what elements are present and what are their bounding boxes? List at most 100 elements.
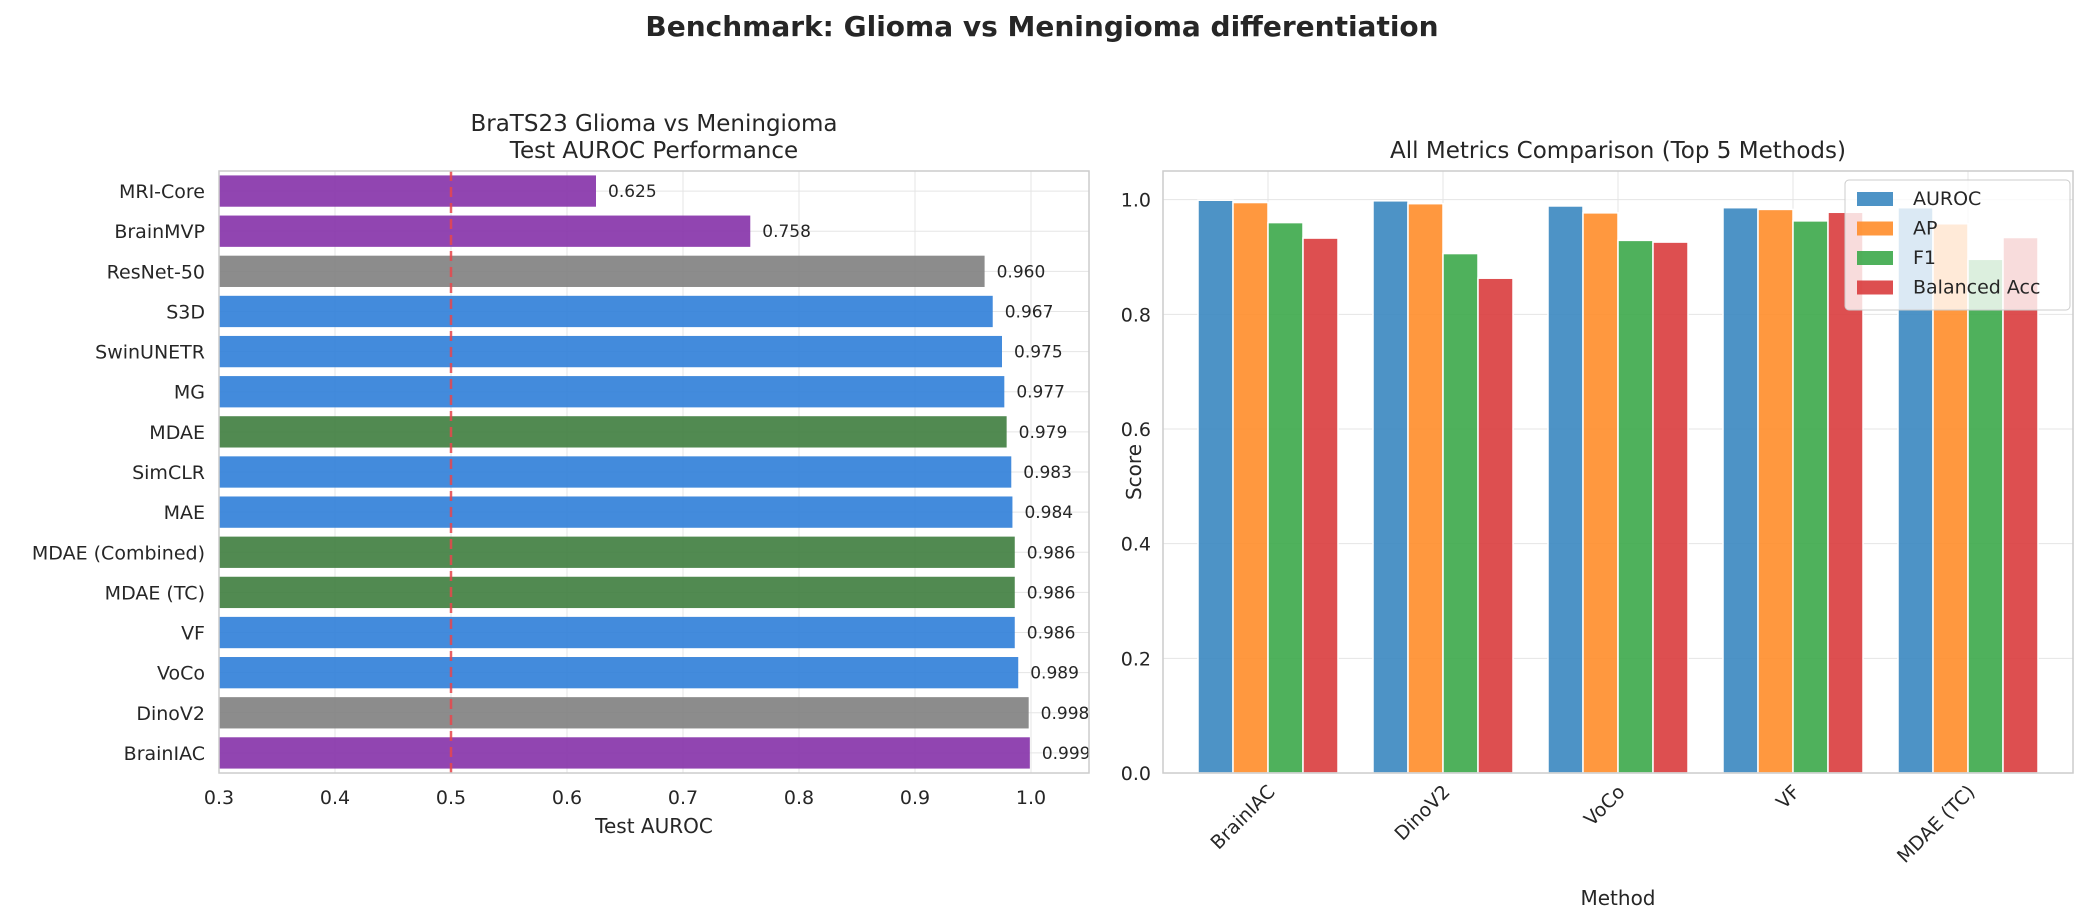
chart1-value-label: 0.998 <box>1041 704 1090 724</box>
chart1-x-tick-label: 0.9 <box>900 787 930 809</box>
chart1-x-tick-label: 0.6 <box>552 787 582 809</box>
chart1-bar <box>219 657 1019 689</box>
chart1-value-label: 0.625 <box>608 182 657 202</box>
chart2-legend-label: AP <box>1913 218 1937 240</box>
chart1-category-label: MRI-Core <box>119 181 205 203</box>
chart1-bar <box>219 737 1030 769</box>
chart2-bar <box>1722 206 1759 774</box>
chart2-x-axis-label: Method <box>1580 886 1655 910</box>
chart2-legend: AUROC AP F1 Balanced Acc <box>1844 179 2071 311</box>
chart2-legend-label: Balanced Acc <box>1913 277 2040 299</box>
chart1-value-label: 0.983 <box>1023 463 1072 483</box>
chart1-category-label: VoCo <box>157 663 205 685</box>
chart1-category-label: DinoV2 <box>136 703 205 725</box>
chart1-category-label: MDAE (TC) <box>105 582 205 604</box>
chart1-x-tick-label: 0.5 <box>436 787 466 809</box>
chart2-y-axis-label: Score <box>1122 444 1146 500</box>
chart2-y-tick-label: 0.2 <box>1121 648 1151 670</box>
chart1-value-label: 0.758 <box>762 222 811 242</box>
chart2-legend-swatch <box>1857 221 1893 236</box>
chart2-x-tick-label: VF <box>1772 781 1804 813</box>
chart2-bar <box>1477 277 1514 774</box>
chart2-y-tick-label: 0.8 <box>1121 304 1151 326</box>
chart1-category-label: BrainMVP <box>114 221 205 243</box>
chart1-value-label: 0.999 <box>1042 744 1091 764</box>
chart1-value-label: 0.977 <box>1016 383 1065 403</box>
chart2-bar <box>1652 241 1689 774</box>
chart2-y-tick-label: 1.0 <box>1121 190 1151 212</box>
chart2-bar <box>1407 202 1444 774</box>
chart2-legend-label: AUROC <box>1913 188 1981 210</box>
chart1-x-tick-label: 1.0 <box>1016 787 1046 809</box>
chart2-x-tick-label: DinoV2 <box>1390 781 1454 845</box>
chart1-category-label: VF <box>181 623 205 645</box>
chart2-x-tick-label: VoCo <box>1580 781 1630 831</box>
chart1-category-label: MG <box>174 382 205 404</box>
chart1-category-label: ResNet-50 <box>107 261 205 283</box>
chart2-bar <box>1302 237 1339 774</box>
chart1-value-label: 0.960 <box>997 262 1046 282</box>
chart1-value-label: 0.975 <box>1014 343 1063 363</box>
chart2-title: All Metrics Comparison (Top 5 Methods) <box>1390 138 1846 164</box>
figure-title: Benchmark: Glioma vs Meningioma differen… <box>645 10 1438 43</box>
chart2-bar <box>1582 212 1619 774</box>
chart2-legend-swatch <box>1857 251 1893 265</box>
chart1-value-label: 0.989 <box>1030 664 1079 684</box>
chart1-value-label: 0.967 <box>1005 302 1054 322</box>
chart2-frame <box>1162 170 2074 774</box>
chart2-bar <box>1967 258 2004 774</box>
chart1-category-label: SwinUNETR <box>95 342 205 364</box>
chart1-value-label: 0.979 <box>1019 423 1068 443</box>
chart2-bar <box>1372 200 1409 774</box>
chart1-bar <box>219 295 993 328</box>
chart2-legend-swatch <box>1857 280 1893 295</box>
chart1-category-label: S3D <box>166 301 205 323</box>
chart2-bar <box>1232 201 1269 774</box>
chart2-bar <box>1757 208 1794 774</box>
chart1-x-tick-label: 0.3 <box>204 787 234 809</box>
chart1-bar <box>219 335 1002 368</box>
chart1-frame <box>218 170 1090 774</box>
chart2-bar <box>1547 205 1584 774</box>
chart2-x-tick-label: BrainIAC <box>1206 781 1279 854</box>
chart2-bar <box>2002 236 2039 774</box>
chart1-value-label: 0.984 <box>1024 503 1073 523</box>
chart1-bar <box>219 616 1015 649</box>
chart2-bar <box>1442 252 1479 774</box>
chart1-category-label: MDAE (Combined) <box>32 542 205 564</box>
chart1-category-label: SimCLR <box>132 462 205 484</box>
metrics-comparison-chart: All Metrics Comparison (Top 5 Methods) 0.… <box>1121 138 2074 910</box>
chart1-bar <box>219 376 1005 408</box>
chart2-bar <box>1617 239 1654 774</box>
chart2-y-tick-label: 0.6 <box>1121 419 1151 441</box>
chart1-bar <box>219 175 596 207</box>
chart1-value-label: 0.986 <box>1027 583 1076 603</box>
chart2-legend-label: F1 <box>1913 247 1936 269</box>
chart2-legend-swatch <box>1857 192 1893 206</box>
chart2-bar <box>1792 220 1829 774</box>
chart1-title-line1: BraTS23 Glioma vs Meningioma <box>470 111 837 137</box>
chart1-bar <box>219 496 1013 528</box>
chart1-x-tick-label: 0.8 <box>784 787 814 809</box>
chart1-bar <box>219 456 1012 488</box>
chart2-y-tick-label: 0.0 <box>1121 763 1151 785</box>
chart1-x-axis-label: Test AUROC <box>594 814 713 838</box>
chart1-bar <box>219 697 1029 729</box>
chart1-value-label: 0.986 <box>1027 624 1076 644</box>
chart2-bar <box>1267 221 1304 774</box>
chart1-value-label: 0.986 <box>1027 543 1076 563</box>
chart1-bar <box>219 255 985 287</box>
chart1-x-tick-label: 0.7 <box>668 787 698 809</box>
chart1-category-label: BrainIAC <box>124 743 205 765</box>
chart1-bar <box>219 536 1015 568</box>
chart2-x-tick-label: MDAE (TC) <box>1893 781 1979 867</box>
chart1-bar <box>219 416 1007 448</box>
chart1-title-line2: Test AUROC Performance <box>509 138 798 164</box>
chart2-y-tick-label: 0.4 <box>1121 534 1151 556</box>
chart1-category-label: MAE <box>164 502 205 524</box>
chart1-bar <box>219 576 1015 609</box>
chart1-bar <box>219 215 751 247</box>
chart2-legend-box <box>1844 179 2071 311</box>
